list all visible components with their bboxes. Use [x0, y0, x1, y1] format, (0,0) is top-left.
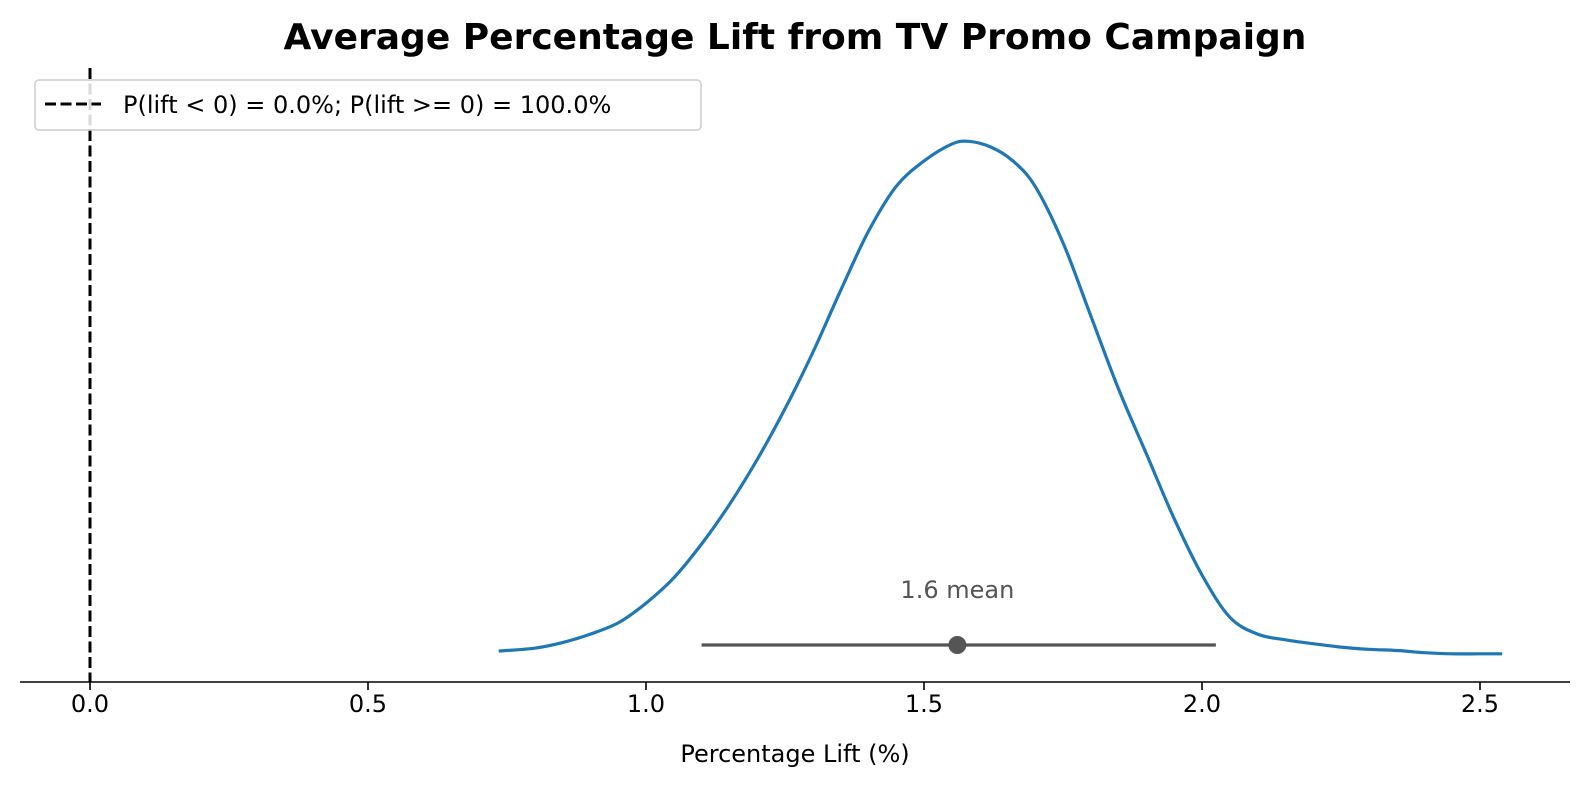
x-tick-label: 1.0	[627, 690, 665, 718]
plot-area: 1.6 mean	[88, 68, 1503, 682]
mean-label: 1.6 mean	[900, 576, 1014, 604]
density-curve-0	[498, 139, 1503, 656]
x-axis-ticks: 0.0 0.5 1.0 1.5 2.0 2.5	[71, 682, 1499, 718]
chart-title: Average Percentage Lift from TV Promo Ca…	[284, 17, 1307, 58]
mean-point	[948, 636, 967, 654]
x-tick-label: 2.0	[1183, 690, 1221, 718]
x-tick-label: 2.5	[1461, 690, 1499, 718]
x-axis-label: Percentage Lift (%)	[680, 740, 909, 768]
x-tick-label: 0.0	[71, 690, 109, 718]
legend-box	[34, 79, 702, 131]
legend: P(lift < 0) = 0.0%; P(lift >= 0) = 100.0…	[34, 79, 702, 131]
legend-entry-label: P(lift < 0) = 0.0%; P(lift >= 0) = 100.0…	[123, 91, 611, 119]
x-tick-label: 1.5	[905, 690, 943, 718]
x-tick-label: 0.5	[349, 690, 387, 718]
